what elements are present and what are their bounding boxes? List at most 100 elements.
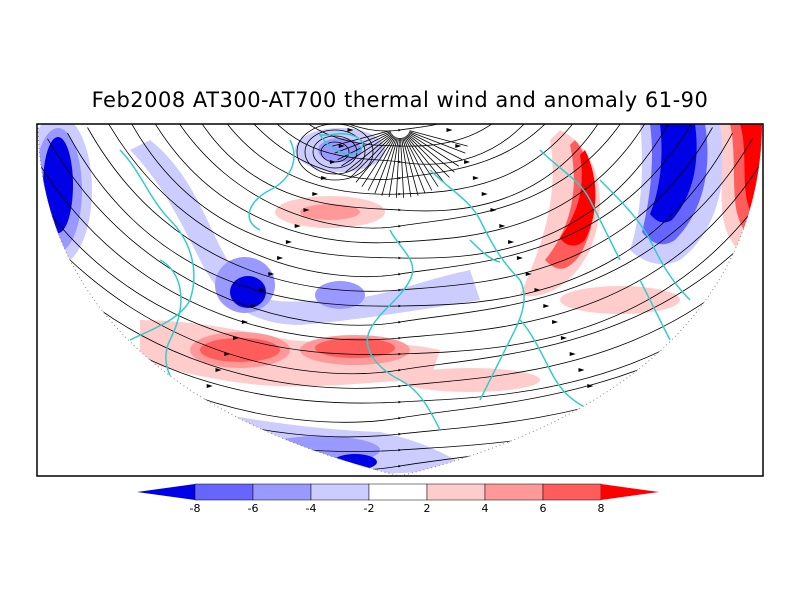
streamline-arrow (578, 368, 585, 372)
streamline (403, 137, 426, 194)
streamline-arrow (268, 272, 275, 276)
streamline-arrow (197, 400, 204, 404)
streamline (207, 124, 593, 196)
streamline (287, 124, 513, 132)
streamline-arrow (525, 272, 532, 276)
colorbar-segment (368, 483, 428, 501)
streamline (47, 138, 753, 326)
colorbar-tick-label: -2 (364, 502, 375, 515)
streamline (341, 133, 392, 167)
streamline-arrow (338, 144, 345, 148)
streamline (67, 132, 733, 308)
streamline (405, 136, 439, 187)
streamline-arrow (472, 176, 479, 180)
colorbar-segment (426, 483, 486, 501)
streamline-arrow (162, 464, 169, 468)
colorbar-tick-label: 6 (540, 502, 547, 515)
colorbar-segment (484, 483, 544, 501)
colorbar: -8 -6 -4 -2 2 4 6 8 (137, 483, 659, 515)
streamline (388, 137, 399, 198)
streamline (38, 155, 762, 375)
colorbar-tick-label: 8 (598, 502, 605, 515)
streamline (395, 137, 400, 198)
map-frame (36, 123, 764, 477)
streamline (247, 124, 553, 165)
streamline-arrow (481, 192, 488, 196)
streamline-arrow (285, 240, 292, 244)
streamline-arrow (277, 256, 284, 260)
streamline (345, 133, 393, 173)
streamline (400, 137, 405, 198)
streamline (38, 188, 762, 472)
streamline-arrow (613, 432, 620, 436)
streamline (409, 130, 468, 147)
streamline-arrow (180, 432, 187, 436)
colorbar-left-arrow (137, 484, 195, 500)
colorbar-tick-label: -6 (248, 502, 259, 515)
streamline-arrow (294, 224, 301, 228)
streamline (296, 124, 374, 181)
colorbar-tick-label: -8 (190, 502, 201, 515)
colorbar-tick-label: 4 (482, 502, 489, 515)
streamline (267, 124, 533, 148)
streamline (38, 144, 762, 341)
streamline (408, 132, 463, 161)
streamline (147, 124, 653, 244)
colorbar-right-arrow (601, 484, 659, 500)
streamline-arrow (508, 240, 515, 244)
streamline (350, 134, 394, 178)
streamline (406, 134, 450, 178)
streamline-arrow (622, 448, 629, 452)
colorbar-segment (542, 483, 602, 501)
streamline (38, 149, 762, 356)
streamline-arrow (464, 160, 471, 164)
streamline (355, 135, 395, 183)
colorbar-tick-label: -4 (306, 502, 317, 515)
streamline (402, 137, 419, 196)
streamline (107, 124, 693, 278)
streamline-arrow (455, 144, 462, 148)
streamline-arrow (312, 192, 319, 196)
streamline-arrow (446, 128, 453, 132)
streamline-arrow (189, 416, 196, 420)
colorbar-segment (252, 483, 312, 501)
streamline (408, 133, 459, 167)
colorbar-segment (194, 483, 254, 501)
streamline (405, 135, 445, 183)
streamline-arrow (587, 384, 594, 388)
anomaly-shading (38, 124, 762, 476)
streamline-arrow (569, 352, 576, 356)
streamline-arrow (596, 400, 603, 404)
streamline (361, 136, 395, 187)
streamline (167, 124, 633, 229)
streamline-arrow (499, 224, 506, 228)
colorbar-tick-label: 2 (424, 502, 431, 515)
streamline-arrow (241, 320, 248, 324)
streamline (374, 137, 397, 194)
streamline-arrow (171, 448, 178, 452)
streamline-arrow (543, 304, 550, 308)
streamline-arrow (250, 304, 257, 308)
streamline (38, 160, 762, 389)
streamline-arrow (321, 176, 328, 180)
streamline-arrow (303, 208, 310, 212)
streamline (407, 133, 455, 173)
streamline-arrow (552, 320, 559, 324)
streamline-arrow (347, 128, 354, 132)
streamline (401, 137, 412, 198)
streamline-arrow (631, 464, 638, 468)
streamline (187, 124, 613, 212)
streamline-arrow (604, 416, 611, 420)
streamline (304, 129, 366, 175)
colorbar-segment (310, 483, 370, 501)
streamline-arrow (516, 256, 523, 260)
streamline (87, 127, 713, 292)
map-title: Feb2008 AT300-AT700 thermal wind and ano… (91, 88, 709, 112)
streamline (409, 131, 466, 154)
streamline (227, 124, 573, 180)
streamline-arrow (259, 288, 266, 292)
streamline-arrow (560, 336, 567, 340)
streamline (320, 141, 350, 163)
streamline-arrow (215, 368, 222, 372)
